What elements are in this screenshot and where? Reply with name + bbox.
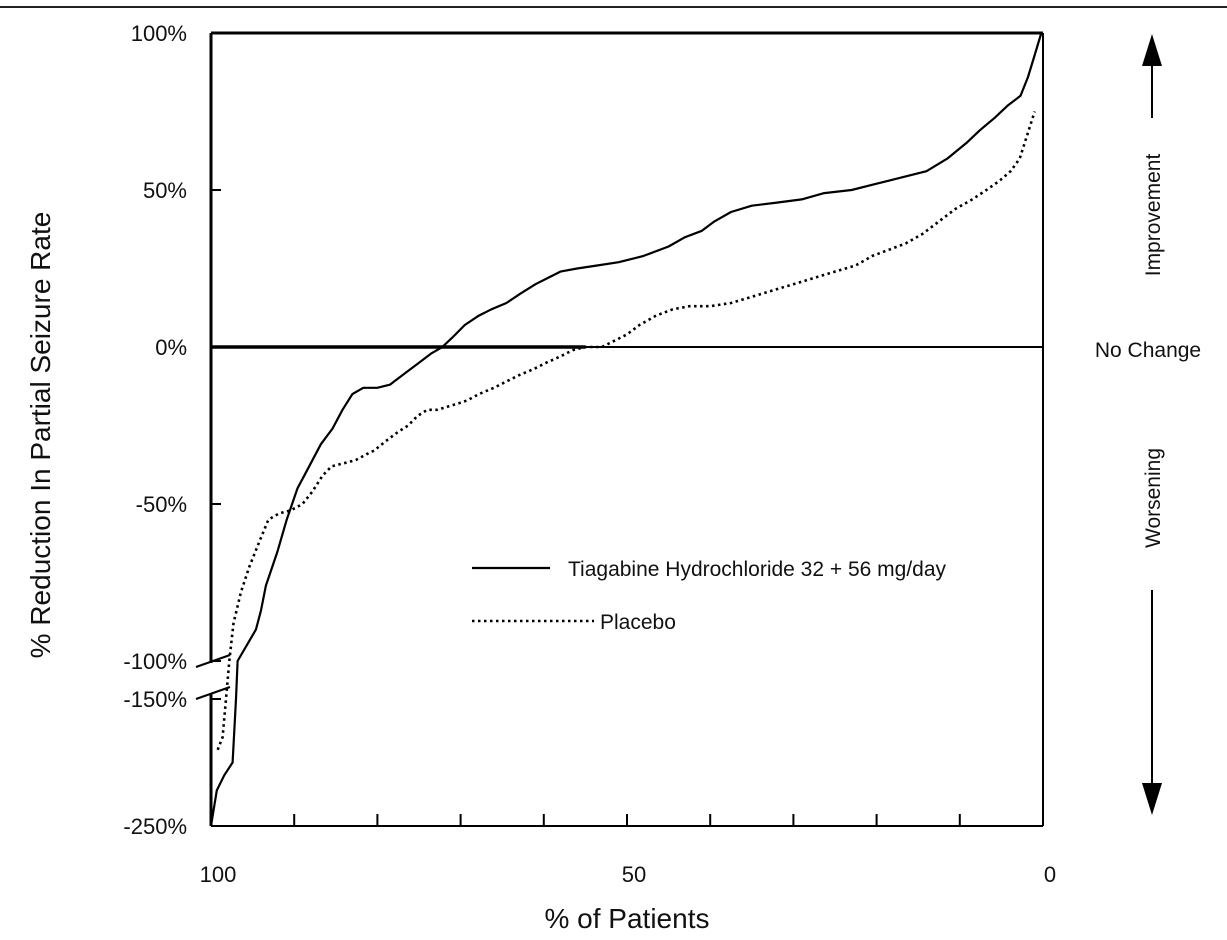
plot-frame [195,31,1044,827]
legend-label-placebo: Placebo [600,611,676,634]
y-tick-label: 50% [143,178,187,203]
axis-break-mark-lower [195,686,231,700]
y-tick-label: 0% [155,335,187,360]
legend: Tiagabine Hydrochloride 32 + 56 mg/day P… [472,558,947,634]
side-annotations: Improvement No Change Worsening [1095,34,1201,815]
worsening-label: Worsening [1142,448,1165,548]
y-tick-label: 100% [131,21,187,46]
x-tick-label: 0 [1044,862,1056,887]
y-axis-title: % Reduction In Partial Seizure Rate [25,212,56,659]
improvement-label: Improvement [1142,154,1165,277]
improvement-arrow-icon [1142,34,1162,66]
x-tick-label: 50 [622,862,646,887]
tick-layer: 100% 50% 0% -50% -100% -150% -250% 100 50 0 [123,21,1056,887]
y-tick-label: -150% [123,687,187,712]
worsening-arrow-icon [1142,783,1162,815]
y-tick-label: -100% [123,649,187,674]
no-change-label: No Change [1095,339,1201,362]
series-layer [209,32,1043,827]
y-tick-label: -50% [136,492,187,517]
legend-label-tiagabine: Tiagabine Hydrochloride 32 + 56 mg/day [568,558,947,581]
y-tick-label: -250% [123,814,187,839]
series-line-tiagabine [209,32,1043,827]
series-line-placebo [216,111,1036,751]
x-tick-label: 100 [200,862,237,887]
x-axis-title: % of Patients [545,903,710,934]
